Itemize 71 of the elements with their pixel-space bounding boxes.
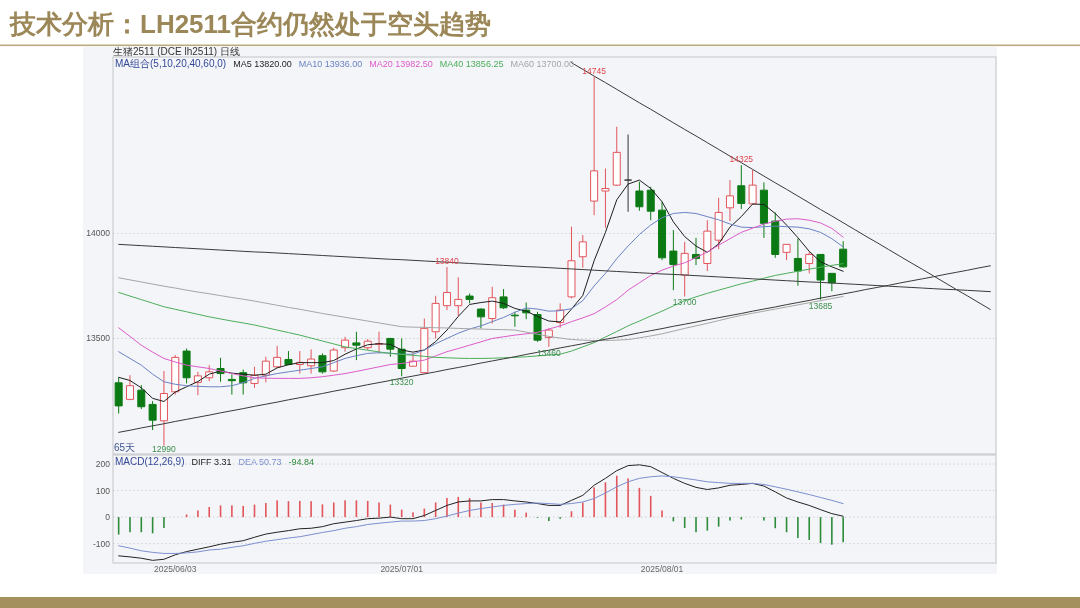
annotation: 65天: [114, 442, 136, 453]
text: MA5 13820.00: [233, 58, 292, 69]
candlestick: [658, 201, 667, 261]
candlestick: [442, 266, 451, 311]
legend-title: MA组合(5,10,20,40,60,0): [115, 57, 227, 69]
text: MA20 13982.50: [369, 58, 433, 69]
x-tick-label: 2025/06/03: [153, 564, 197, 574]
text: DEA 50.73: [238, 456, 282, 467]
candlestick: [148, 400, 157, 431]
legend-title: MACD(12,26,9): [115, 455, 185, 467]
annotation: 13320: [389, 377, 414, 388]
candlestick: [431, 295, 440, 339]
text: MA60 13700.00: [510, 58, 574, 69]
chart-title: 技术分析：LH2511合约仍然处于空头趋势: [9, 9, 492, 39]
chart-subtitle: 生猪2511 (DCE lh2511) 日线: [113, 46, 240, 57]
y-tick-label: 14000: [86, 228, 111, 239]
text: -94.84: [288, 456, 315, 467]
text: DIFF 3.31: [191, 456, 232, 467]
annotation: 13685: [808, 300, 833, 311]
annotation: 12990: [152, 444, 177, 454]
y-tick-label: 200: [95, 459, 111, 470]
candlestick: [635, 181, 644, 212]
candlestick: [590, 76, 599, 216]
x-tick-label: 2025/07/01: [380, 564, 424, 574]
candlestick: [714, 197, 723, 250]
candlestick: [624, 134, 633, 213]
candlestick: [114, 377, 123, 414]
candlestick: [839, 240, 848, 269]
candlestick: [771, 211, 780, 259]
candlestick: [420, 318, 429, 375]
text: MA40 13856.25: [439, 58, 504, 69]
x-tick-label: 2025/08/01: [640, 564, 684, 574]
candlestick: [125, 374, 134, 401]
candlestick: [454, 276, 463, 317]
line-series: [118, 475, 844, 554]
candlestick: [476, 307, 485, 329]
candlestick: [488, 286, 497, 325]
candlestick: [805, 251, 814, 274]
y-tick-label: -100: [92, 538, 111, 549]
line-series: [118, 277, 844, 342]
candlestick: [669, 229, 678, 291]
candlestick: [703, 219, 712, 272]
candlestick: [782, 243, 791, 261]
candlestick: [748, 169, 757, 205]
candlestick: [182, 348, 191, 384]
candlestick: [827, 272, 836, 292]
candlestick: [737, 164, 746, 210]
candlestick: [578, 234, 587, 269]
candlestick: [612, 126, 621, 187]
candlestick: [465, 293, 474, 304]
candlestick: [137, 384, 146, 410]
candlestick: [725, 179, 734, 222]
candlestick: [352, 331, 361, 361]
y-tick-label: 0: [105, 512, 111, 523]
y-tick-label: 13500: [86, 333, 111, 344]
candlestick: [273, 345, 282, 369]
y-tick-label: 100: [95, 485, 111, 496]
candlestick: [816, 253, 825, 301]
candlestick: [646, 186, 655, 221]
candlestick: [227, 373, 236, 396]
candlestick: [159, 370, 168, 447]
candlestick: [171, 354, 180, 396]
candlestick: [567, 226, 576, 299]
candlestick: [793, 237, 802, 287]
candlestick: [510, 311, 519, 328]
line-series: [118, 263, 844, 359]
text: MA10 13936.00: [298, 58, 363, 69]
candlestick: [601, 168, 610, 229]
candlestick: [680, 241, 689, 297]
candlestick: [759, 181, 768, 239]
line-series: [118, 179, 844, 402]
